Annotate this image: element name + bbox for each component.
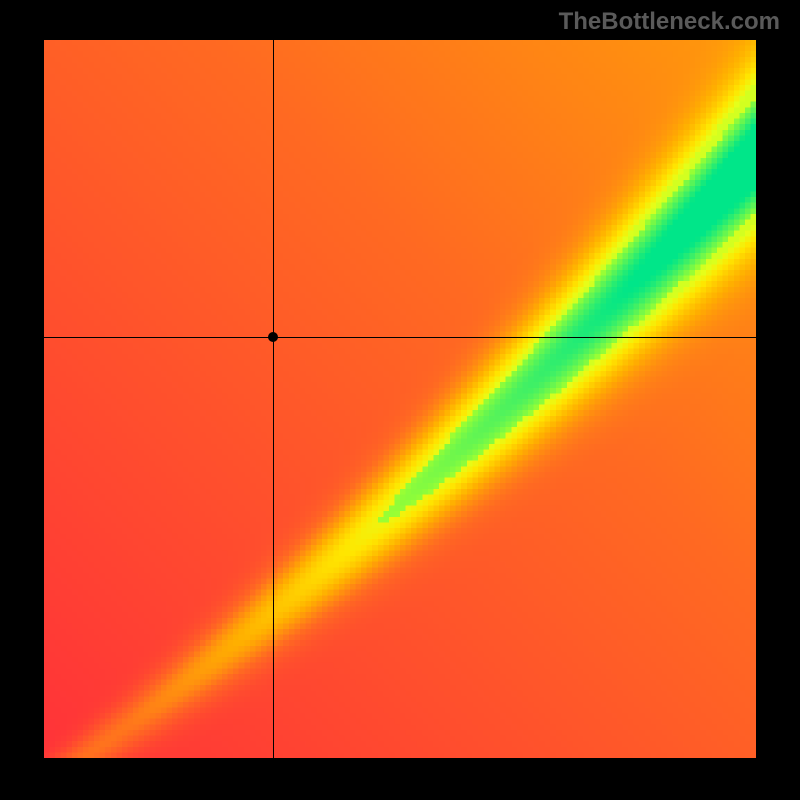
crosshair-horizontal xyxy=(44,337,756,338)
crosshair-vertical xyxy=(273,40,274,758)
heatmap-plot-area xyxy=(44,40,756,758)
chart-root: TheBottleneck.com xyxy=(0,0,800,800)
watermark-label: TheBottleneck.com xyxy=(559,8,780,36)
crosshair-marker xyxy=(268,332,278,342)
heatmap-canvas xyxy=(44,40,756,758)
